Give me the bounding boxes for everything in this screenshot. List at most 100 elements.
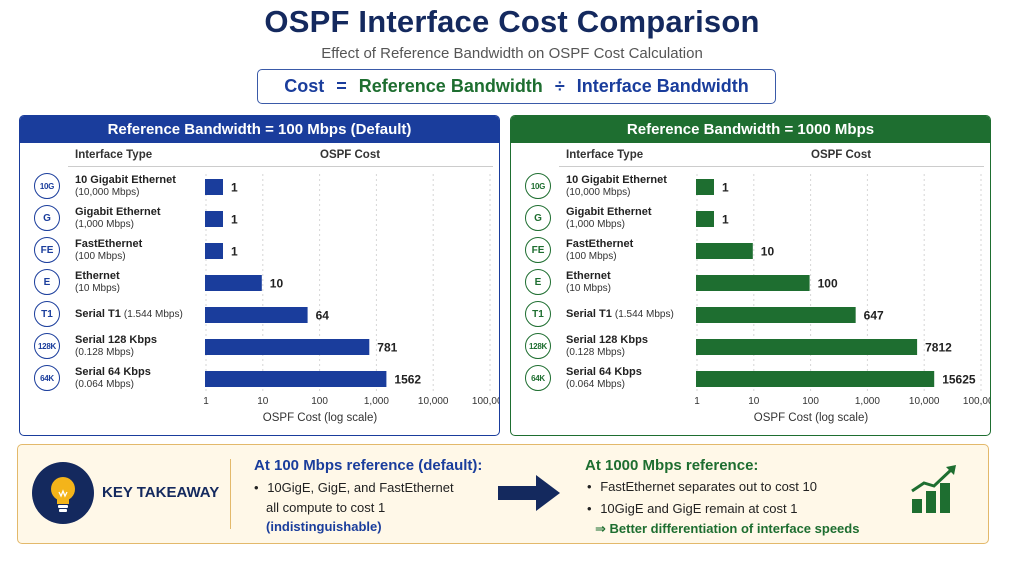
cost-value-label: 647 xyxy=(864,309,884,323)
interface-name: Serial T1 (1.544 Mbps) xyxy=(75,308,183,320)
cost-bar xyxy=(205,211,223,227)
key-takeaway-box: KEY TAKEAWAY At 100 Mbps reference (defa… xyxy=(17,444,989,544)
bullet: • xyxy=(587,501,592,516)
x-tick-label: 100,000 xyxy=(472,396,500,407)
interface-badge: G xyxy=(525,205,551,231)
cost-bar xyxy=(205,371,387,387)
cost-bar xyxy=(696,243,753,259)
interface-row: FE FastEthernet (100 Mbps) xyxy=(511,235,990,265)
interface-row: 64K Serial 64 Kbps (0.064 Mbps) xyxy=(511,363,990,393)
takeaway-1000-line2: 10GigE and GigE remain at cost 1 xyxy=(600,501,798,516)
cost-bar xyxy=(696,371,935,387)
formula-divide: ÷ xyxy=(554,76,565,96)
interface-name: Serial 64 Kbps xyxy=(75,366,151,378)
x-tick-label: 1 xyxy=(203,396,209,407)
interface-speed: (1,000 Mbps) xyxy=(75,219,134,230)
interface-badge: 10G xyxy=(525,173,551,199)
bullet: • xyxy=(254,480,259,495)
interface-name: FastEthernet xyxy=(75,238,143,250)
interface-badge: G xyxy=(34,205,60,231)
interface-speed: (10,000 Mbps) xyxy=(75,187,140,198)
header-rule xyxy=(559,166,984,167)
panel-1000mbps: Reference Bandwidth = 1000 Mbps Interfac… xyxy=(510,115,991,436)
cost-bar xyxy=(205,307,308,323)
interface-speed: (10 Mbps) xyxy=(566,283,612,294)
cost-value-label: 1 xyxy=(722,213,729,227)
x-tick-label: 1 xyxy=(694,396,700,407)
cost-value-label: 1 xyxy=(231,213,238,227)
x-tick-label: 1,000 xyxy=(855,396,880,407)
interface-badge: 64K xyxy=(525,365,551,391)
interface-speed: (0.064 Mbps) xyxy=(566,379,625,390)
takeaway-1000-line3: ⇒ Better differentiation of interface sp… xyxy=(595,521,860,536)
interface-badge: E xyxy=(525,269,551,295)
bullet: • xyxy=(587,479,592,494)
cost-value-label: 781 xyxy=(377,341,397,355)
panel-1000mbps-title: Reference Bandwidth = 1000 Mbps xyxy=(511,116,990,143)
takeaway-100-line2: all compute to cost 1 xyxy=(266,500,386,515)
cost-value-label: 1 xyxy=(722,181,729,195)
right-arrow-icon xyxy=(498,475,560,511)
cost-value-label: 64 xyxy=(316,309,330,323)
interface-speed: (0.128 Mbps) xyxy=(566,347,625,358)
cost-bar xyxy=(696,339,918,355)
cost-value-label: 10 xyxy=(761,245,775,259)
interface-badge: 64K xyxy=(34,365,60,391)
interface-row: E Ethernet (10 Mbps) xyxy=(20,267,499,297)
x-tick-label: 100,000 xyxy=(963,396,991,407)
interface-speed: (1.544 Mbps) xyxy=(614,309,674,320)
growth-chart-icon xyxy=(911,465,956,513)
x-tick-label: 10 xyxy=(257,396,269,407)
cost-value-label: 7812 xyxy=(925,341,952,355)
interface-badge: T1 xyxy=(34,301,60,327)
interface-badge: T1 xyxy=(525,301,551,327)
cost-value-label: 1 xyxy=(231,181,238,195)
interface-name: Serial 128 Kbps xyxy=(566,334,648,346)
interface-badge: 128K xyxy=(34,333,60,359)
interface-name: Gigabit Ethernet xyxy=(75,206,161,218)
column-ospf-cost: OSPF Cost xyxy=(320,149,381,161)
x-tick-label: 100 xyxy=(311,396,328,407)
cost-bar xyxy=(696,179,714,195)
interface-speed: (10 Mbps) xyxy=(75,283,121,294)
cost-bar xyxy=(696,211,714,227)
interface-row: 128K Serial 128 Kbps (0.128 Mbps) xyxy=(511,331,990,361)
x-tick-label: 10,000 xyxy=(418,396,449,407)
cost-bar xyxy=(205,243,223,259)
interface-speed: (100 Mbps) xyxy=(566,251,617,262)
takeaway-1000-line1: FastEthernet separates out to cost 10 xyxy=(600,479,817,494)
interface-row: 10G 10 Gigabit Ethernet (10,000 Mbps) xyxy=(20,171,499,201)
cost-value-label: 1 xyxy=(231,245,238,259)
interface-row: T1 Serial T1 (1.544 Mbps) xyxy=(20,299,499,329)
interface-speed: (1.544 Mbps) xyxy=(123,309,183,320)
page-subtitle: Effect of Reference Bandwidth on OSPF Co… xyxy=(321,45,703,62)
panel-100mbps: Reference Bandwidth = 100 Mbps (Default)… xyxy=(19,115,500,436)
interface-badge: 128K xyxy=(525,333,551,359)
cost-value-label: 10 xyxy=(270,277,284,291)
interface-row: E Ethernet (10 Mbps) xyxy=(511,267,990,297)
x-tick-label: 10 xyxy=(748,396,760,407)
x-axis-title: OSPF Cost (log scale) xyxy=(754,412,869,424)
cost-value-label: 1562 xyxy=(394,373,421,387)
column-interface-type: Interface Type xyxy=(75,149,153,161)
interface-name: FastEthernet xyxy=(566,238,634,250)
formula-cost: Cost xyxy=(284,76,325,96)
column-interface-type: Interface Type xyxy=(566,149,644,161)
interface-badge: 10G xyxy=(34,173,60,199)
interface-row: 128K Serial 128 Kbps (0.128 Mbps) xyxy=(20,331,499,361)
x-tick-label: 10,000 xyxy=(909,396,940,407)
interface-speed: (0.128 Mbps) xyxy=(75,347,134,358)
interface-row: 10G 10 Gigabit Ethernet (10,000 Mbps) xyxy=(511,171,990,201)
interface-name: 10 Gigabit Ethernet xyxy=(566,174,667,186)
x-axis-title: OSPF Cost (log scale) xyxy=(263,412,378,424)
cost-bar xyxy=(696,307,856,323)
interface-speed: (0.064 Mbps) xyxy=(75,379,134,390)
takeaway-100-line1: 10GigE, GigE, and FastEthernet xyxy=(267,480,454,495)
header-rule xyxy=(68,166,493,167)
interface-badge: FE xyxy=(525,237,551,263)
takeaway-divider xyxy=(230,459,231,529)
cost-value-label: 15625 xyxy=(942,373,976,387)
takeaway-1000-bullet1: • FastEthernet separates out to cost 10 xyxy=(587,479,817,494)
column-ospf-cost: OSPF Cost xyxy=(811,149,872,161)
takeaway-1000-title: At 1000 Mbps reference: xyxy=(585,457,759,474)
